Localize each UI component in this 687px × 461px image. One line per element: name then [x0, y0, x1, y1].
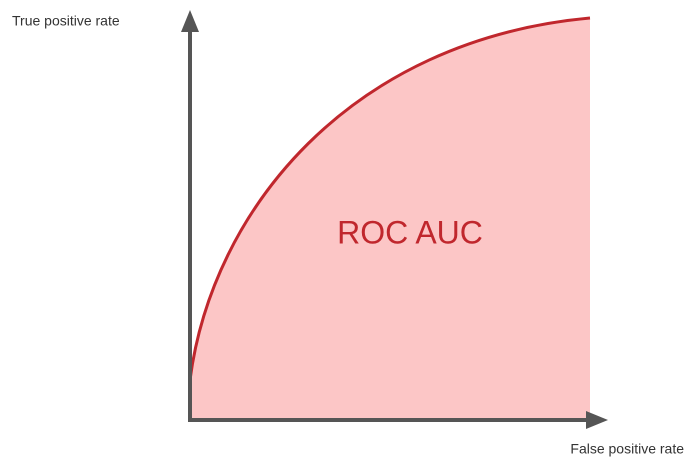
- y-axis-label: True positive rate: [12, 13, 120, 29]
- x-axis-label: False positive rate: [570, 441, 684, 457]
- y-axis-arrow: [181, 10, 199, 32]
- area-label: ROC AUC: [337, 214, 483, 250]
- roc-curve: [188, 16, 591, 381]
- auc-area: [190, 18, 590, 420]
- x-axis-arrow: [586, 411, 608, 429]
